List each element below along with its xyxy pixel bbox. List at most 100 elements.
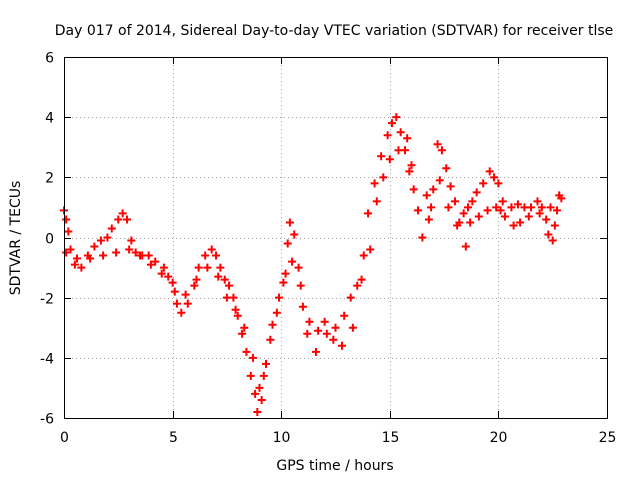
data-point xyxy=(500,212,509,221)
data-point xyxy=(435,176,444,185)
data-point xyxy=(377,152,386,161)
data-point xyxy=(414,206,423,215)
data-point xyxy=(77,263,86,272)
data-point xyxy=(459,209,468,218)
data-point xyxy=(372,197,381,206)
tick-labels: 0 5 10 15 20 25 -6 -4 -2 0 2 4 6 xyxy=(40,51,616,447)
data-point xyxy=(433,140,442,149)
data-point xyxy=(370,179,379,188)
data-point xyxy=(544,230,553,239)
data-point xyxy=(296,281,305,290)
data-point xyxy=(151,257,160,266)
data-point xyxy=(290,230,299,239)
y-tick-label: 2 xyxy=(45,171,54,187)
data-point xyxy=(424,215,433,224)
data-point xyxy=(526,203,535,212)
data-point xyxy=(329,335,338,344)
data-point xyxy=(305,317,314,326)
data-point xyxy=(283,239,292,248)
y-tick-label: -6 xyxy=(40,412,54,428)
data-point xyxy=(216,263,225,272)
data-point xyxy=(62,215,71,224)
data-point xyxy=(86,254,95,263)
data-point xyxy=(201,251,210,260)
data-point xyxy=(364,209,373,218)
data-point xyxy=(281,269,290,278)
data-point xyxy=(125,245,134,254)
data-point xyxy=(387,119,396,128)
data-point xyxy=(535,209,544,218)
data-point xyxy=(405,167,414,176)
data-point xyxy=(461,242,470,251)
data-point xyxy=(220,275,229,284)
data-point xyxy=(303,329,312,338)
data-point xyxy=(64,227,73,236)
data-point xyxy=(225,281,234,290)
data-point xyxy=(168,278,177,287)
data-point xyxy=(231,305,240,314)
data-point xyxy=(422,191,431,200)
data-point xyxy=(509,221,518,230)
data-point xyxy=(453,221,462,230)
data-point xyxy=(468,197,477,206)
data-point xyxy=(359,251,368,260)
data-point xyxy=(340,311,349,320)
data-point xyxy=(450,197,459,206)
data-point xyxy=(212,251,221,260)
data-point xyxy=(409,185,418,194)
data-point xyxy=(320,317,329,326)
data-point xyxy=(192,275,201,284)
data-point xyxy=(338,341,347,350)
x-tick-label: 0 xyxy=(60,430,69,446)
data-point xyxy=(437,146,446,155)
data-point xyxy=(246,371,255,380)
data-point xyxy=(194,263,203,272)
data-point xyxy=(385,155,394,164)
data-point xyxy=(266,335,275,344)
data-point xyxy=(379,173,388,182)
data-point xyxy=(275,293,284,302)
data-point xyxy=(242,347,251,356)
y-axis-label: SDTVAR / TECUs xyxy=(8,181,24,296)
data-point xyxy=(366,245,375,254)
x-tick-label: 10 xyxy=(273,430,291,446)
data-point xyxy=(183,299,192,308)
data-point xyxy=(542,215,551,224)
gridlines xyxy=(64,57,607,418)
data-point xyxy=(516,218,525,227)
data-point xyxy=(429,185,438,194)
data-point xyxy=(157,269,166,278)
data-point xyxy=(103,233,112,242)
data-point xyxy=(537,203,546,212)
data-point xyxy=(442,164,451,173)
data-point xyxy=(463,203,472,212)
data-point xyxy=(446,182,455,191)
data-point xyxy=(485,167,494,176)
data-point xyxy=(403,134,412,143)
data-point xyxy=(118,209,127,218)
data-point xyxy=(294,263,303,272)
data-point xyxy=(285,218,294,227)
data-point xyxy=(498,197,507,206)
data-point xyxy=(298,302,307,311)
data-point xyxy=(99,251,108,260)
x-tick-label: 25 xyxy=(599,430,617,446)
y-tick-label: 4 xyxy=(45,111,54,127)
data-point xyxy=(90,242,99,251)
data-point xyxy=(444,203,453,212)
data-point xyxy=(172,299,181,308)
data-point xyxy=(472,188,481,197)
data-point xyxy=(127,236,136,245)
data-point xyxy=(394,146,403,155)
data-point xyxy=(207,245,216,254)
data-point xyxy=(112,248,121,257)
data-point xyxy=(261,359,270,368)
data-point xyxy=(490,173,499,182)
data-point xyxy=(288,257,297,266)
data-point xyxy=(62,248,71,257)
chart-title: Day 017 of 2014, Sidereal Day-to-day VTE… xyxy=(55,23,614,39)
data-point xyxy=(251,389,260,398)
data-point xyxy=(222,293,231,302)
data-point xyxy=(279,278,288,287)
